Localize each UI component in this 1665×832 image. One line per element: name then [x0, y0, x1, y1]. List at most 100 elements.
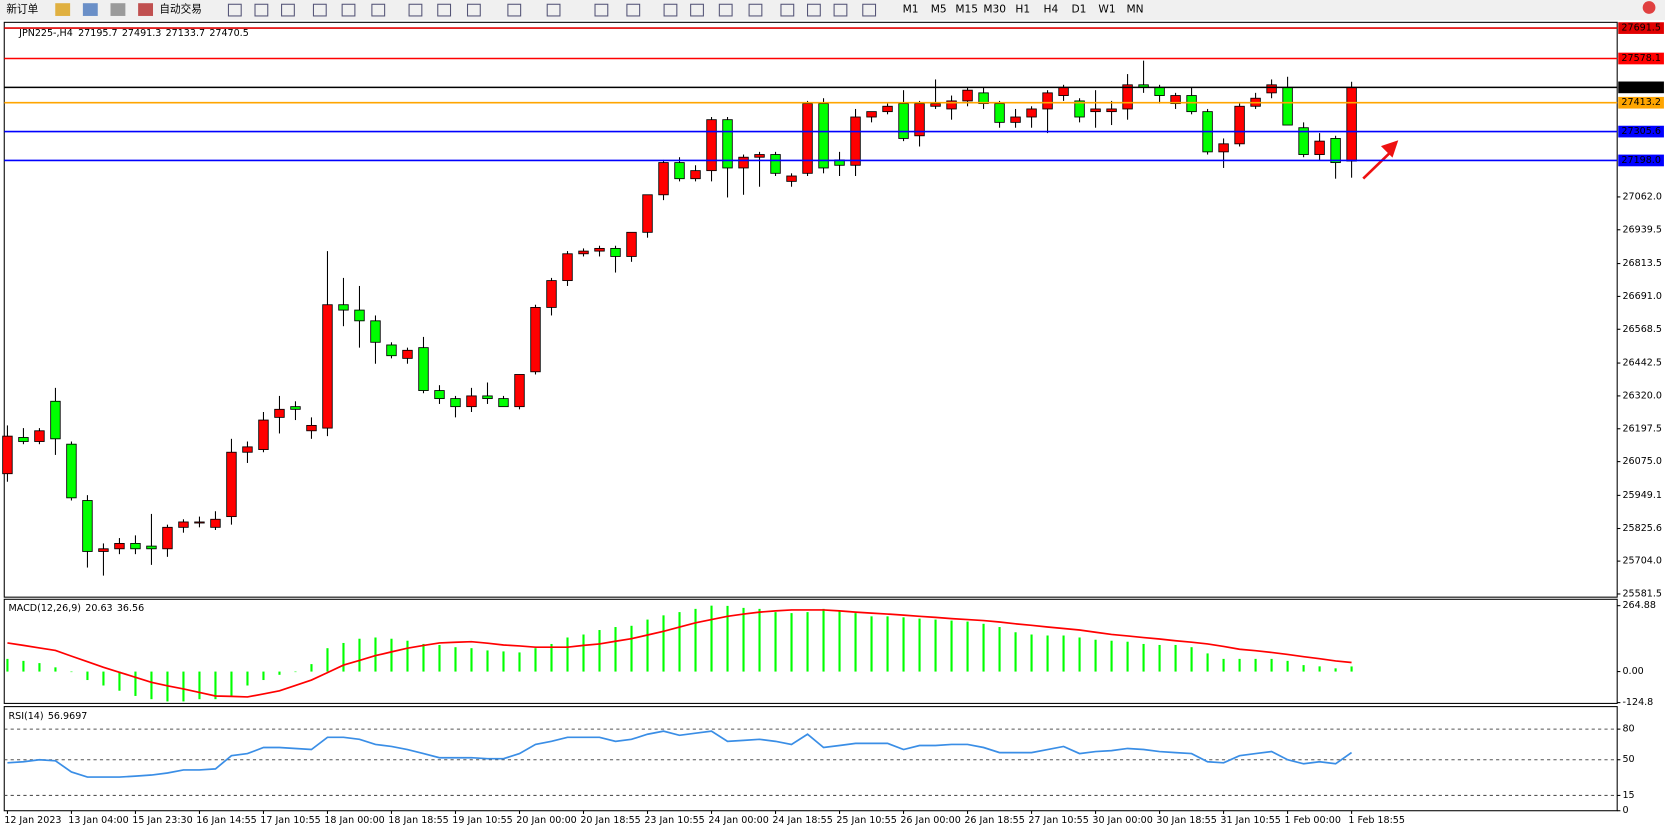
x-tick-label: 12 Jan 2023 [4, 815, 61, 826]
macd-bar [214, 671, 217, 700]
macd-pane [3, 598, 1618, 704]
candle-body [1058, 87, 1069, 96]
candle-body [930, 103, 941, 107]
icon[interactable] [55, 3, 71, 16]
macd-bar [726, 605, 729, 672]
x-tick-label: 24 Jan 18:55 [772, 815, 832, 826]
candle-body [290, 406, 301, 410]
candle-body [450, 398, 461, 408]
candle-body [1122, 84, 1133, 110]
macd-bar [102, 671, 105, 686]
timeframe-button[interactable]: H1 [1015, 3, 1030, 16]
macd-bar [934, 619, 937, 672]
icon[interactable] [82, 3, 98, 16]
candle-body [754, 154, 765, 158]
macd-bar [1190, 647, 1193, 672]
candle-body [2, 435, 13, 475]
candle-body [1298, 127, 1309, 155]
price-label-bg [1618, 154, 1664, 167]
y-tick-label: 26075.0 [1622, 456, 1661, 467]
timeframe-button[interactable]: MN [1126, 3, 1143, 16]
rsi-last: 56.9697 [48, 711, 87, 722]
y-tick-label: 26939.5 [1622, 224, 1661, 235]
timeframe-button[interactable]: M5 [931, 3, 947, 16]
x-tick-label: 18 Jan 18:55 [388, 815, 448, 826]
rsi-label: RSI(14) 56.9697 [9, 711, 88, 722]
candle-body [690, 170, 701, 180]
macd-bar [1318, 666, 1321, 672]
toolbar-icon [507, 3, 522, 17]
x-tick-label: 1 Feb 18:55 [1348, 815, 1405, 826]
candle-body [1090, 108, 1101, 113]
candle-body [914, 103, 925, 137]
macd-bar [70, 671, 73, 673]
x-tick-label: 30 Jan 00:00 [1092, 815, 1152, 826]
candle-body [674, 162, 685, 180]
x-tick-label: 20 Jan 18:55 [580, 815, 640, 826]
macd-bar [470, 648, 473, 672]
macd-label: MACD(12,26,9) 20.63 36.56 [9, 602, 145, 613]
candle-body [146, 545, 157, 550]
icon[interactable] [110, 3, 126, 16]
macd-bar [1270, 658, 1273, 672]
macd-bar [358, 638, 361, 672]
x-tick-label: 24 Jan 00:00 [708, 815, 768, 826]
candle-body [866, 111, 877, 118]
timeframe-button[interactable]: D1 [1071, 3, 1086, 16]
price-label-bg [1618, 52, 1664, 65]
candle-body [978, 92, 989, 105]
macd-bar [390, 638, 393, 672]
timeframe-button[interactable]: M15 [955, 3, 978, 16]
timeframe-button[interactable]: W1 [1098, 3, 1115, 16]
candle-body [1218, 143, 1229, 153]
x-tick-label: 31 Jan 10:55 [1220, 815, 1280, 826]
toolbar-icon [806, 3, 821, 17]
rsi-name: RSI(14) [9, 711, 44, 722]
macd-bar [854, 613, 857, 672]
y-tick-label: 26568.5 [1622, 324, 1661, 335]
macd-bar [1142, 643, 1145, 672]
candle-body [706, 119, 717, 172]
y-tick-label: 26197.5 [1622, 423, 1661, 434]
macd-bar [742, 607, 745, 672]
y-tick-label: 26320.0 [1622, 390, 1661, 401]
x-tick-label: 19 Jan 10:55 [452, 815, 512, 826]
timeframe-button[interactable]: M1 [903, 3, 919, 16]
candle-body [626, 231, 637, 257]
macd-bar [6, 658, 9, 672]
toolbar-icon [594, 3, 609, 17]
candle-body [418, 347, 429, 391]
x-tick-label: 15 Jan 23:30 [132, 815, 192, 826]
macd-bar [1158, 644, 1161, 672]
toolbar-icon [408, 3, 423, 17]
macd-bar [710, 605, 713, 672]
macd-bar [342, 642, 345, 672]
header-low: 27133.7 [166, 27, 205, 38]
timeframe-button[interactable]: H4 [1043, 3, 1058, 16]
timeframe-button[interactable]: M30 [983, 3, 1006, 16]
macd-bar [790, 613, 793, 672]
candle-body [1106, 108, 1117, 113]
candle-body [402, 349, 413, 359]
main-plot [2, 60, 1357, 576]
auto-trading-button[interactable]: 自动交易 [159, 3, 201, 16]
toolbar-icon [466, 3, 481, 17]
notification[interactable] [1642, 1, 1656, 14]
y-tick-label: 25704.0 [1622, 556, 1661, 567]
candle-body [178, 521, 189, 528]
y-tick-label: 15 [1622, 790, 1634, 801]
macd-bar [774, 612, 777, 672]
new-order-button[interactable]: 新订单 [6, 3, 38, 16]
macd-bar [918, 618, 921, 672]
macd-bar [982, 623, 985, 672]
macd-bar [1350, 666, 1353, 672]
candle-body [242, 446, 253, 453]
macd-bar [614, 627, 617, 672]
macd-bar [902, 617, 905, 672]
macd-bar [1030, 634, 1033, 672]
icon[interactable] [138, 3, 154, 16]
macd-bar [1046, 635, 1049, 672]
candle-body [738, 156, 749, 169]
